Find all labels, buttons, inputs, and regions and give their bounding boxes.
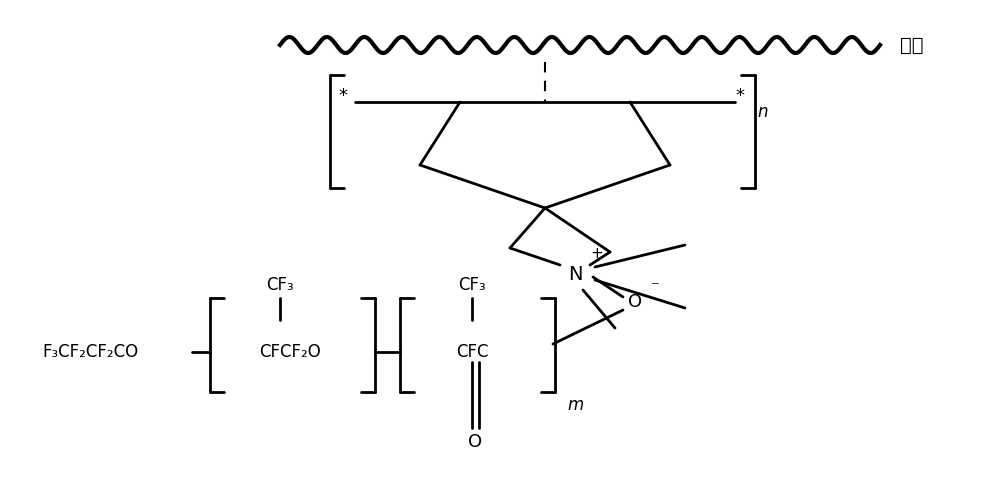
Text: ⁻: ⁻ xyxy=(651,278,659,296)
Text: CF₃: CF₃ xyxy=(458,276,486,294)
Text: O: O xyxy=(628,293,642,311)
Text: *: * xyxy=(338,87,348,105)
Text: F₃CF₂CF₂CO: F₃CF₂CF₂CO xyxy=(42,343,138,361)
Text: CF₃: CF₃ xyxy=(266,276,294,294)
Text: n: n xyxy=(758,103,768,121)
Text: m: m xyxy=(567,396,583,414)
Text: CFCF₂O: CFCF₂O xyxy=(259,343,321,361)
Text: +: + xyxy=(591,245,603,261)
Text: N: N xyxy=(568,265,582,285)
Text: 纤维: 纤维 xyxy=(900,36,924,55)
Text: *: * xyxy=(736,87,744,105)
Text: CFC: CFC xyxy=(456,343,488,361)
Text: O: O xyxy=(468,433,482,451)
